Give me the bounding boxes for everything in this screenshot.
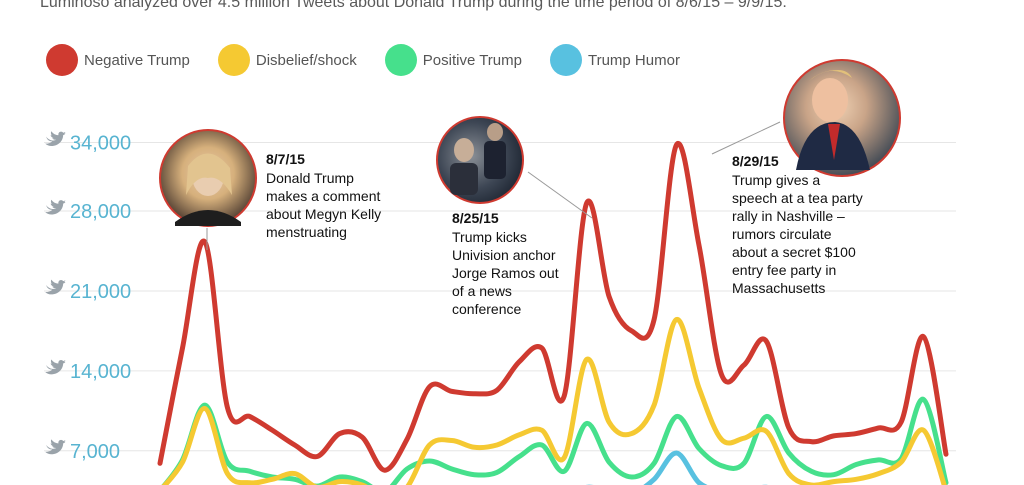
chart-subtitle: Luminoso analyzed over 4.5 million Tweet…	[40, 0, 787, 11]
y-tick-label: 14,000	[70, 361, 131, 383]
legend-swatch-positive-trump	[384, 44, 417, 76]
legend-item-disbelief-shock[interactable]: Disbelief/shock	[217, 44, 357, 76]
annotation-line: rally in Nashville –	[732, 208, 845, 224]
annotation-line: Massachusetts	[732, 280, 825, 296]
annotation-line: about Megyn Kelly	[266, 206, 381, 222]
annotation-photo	[436, 116, 524, 204]
y-tick-label: 28,000	[70, 201, 131, 223]
annotation-line: of a news	[452, 283, 512, 299]
annotation-photo	[159, 129, 257, 227]
legend: Negative Trump Disbelief/shock Positive …	[46, 44, 708, 76]
annotation-line: Donald Trump	[266, 170, 354, 186]
series-layer	[157, 140, 949, 485]
annotation-line: entry fee party in	[732, 262, 836, 278]
annotation-8-25-15: 8/25/15 Trump kicks Univision anchor Jor…	[436, 116, 593, 317]
legend-label: Trump Humor	[587, 51, 680, 69]
y-tick-label: 34,000	[70, 133, 131, 155]
y-axis: 7,000 14,000 21,000 28,000 34,000	[45, 131, 131, 463]
y-tick-label: 21,000	[70, 281, 131, 303]
y-tick-label: 7,000	[70, 441, 120, 463]
legend-item-negative-trump[interactable]: Negative Trump	[46, 44, 190, 76]
annotation-line: Trump kicks	[452, 229, 527, 245]
annotation-line: menstruating	[266, 224, 347, 240]
series-line-positive-trump	[161, 396, 949, 485]
legend-label: Negative Trump	[84, 51, 190, 69]
series-line-negative-trump	[157, 140, 949, 473]
annotation-connector	[711, 121, 781, 155]
twitter-bird-icon	[45, 279, 66, 295]
annotation-photo	[783, 59, 901, 177]
twitter-bird-icon	[45, 131, 66, 147]
legend-label: Disbelief/shock	[255, 51, 357, 69]
legend-item-trump-humor[interactable]: Trump Humor	[549, 44, 680, 76]
annotation-date: 8/7/15	[266, 151, 305, 167]
legend-swatch-disbelief-shock	[217, 44, 250, 76]
annotation-date: 8/25/15	[452, 210, 499, 226]
legend-item-positive-trump[interactable]: Positive Trump	[384, 44, 522, 76]
annotation-8-7-15: 8/7/15 Donald Trump makes a comment abou…	[159, 129, 381, 250]
annotation-line: Univision anchor	[452, 247, 556, 263]
twitter-bird-icon	[45, 199, 66, 215]
series-line-disbelief-shock	[161, 316, 947, 485]
legend-swatch-negative-trump	[46, 44, 78, 76]
annotation-line: speech at a tea party	[732, 190, 863, 206]
annotation-line: conference	[452, 301, 521, 317]
annotation-connector	[527, 171, 593, 219]
annotation-line: rumors circulate	[732, 226, 832, 242]
legend-swatch-trump-humor	[549, 44, 582, 76]
annotation-8-29-15: 8/29/15 Trump gives a speech at a tea pa…	[711, 59, 901, 296]
annotation-date: 8/29/15	[732, 153, 779, 169]
legend-label: Positive Trump	[422, 51, 522, 69]
annotation-line: makes a comment	[266, 188, 380, 204]
annotation-line: Jorge Ramos out	[452, 265, 559, 281]
twitter-bird-icon	[45, 439, 66, 455]
twitter-bird-icon	[45, 359, 66, 375]
annotation-line: Trump gives a	[732, 172, 820, 188]
annotation-line: about a secret $100	[732, 244, 856, 260]
